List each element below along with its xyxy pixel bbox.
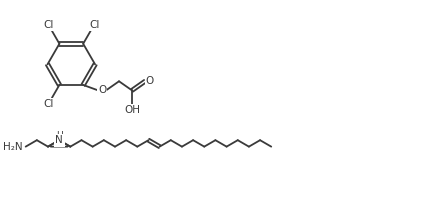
Text: N: N	[55, 135, 63, 145]
Text: Cl: Cl	[43, 99, 54, 109]
Text: OH: OH	[124, 105, 140, 115]
Text: O: O	[98, 85, 106, 95]
Text: Cl: Cl	[89, 20, 99, 30]
Text: H: H	[56, 131, 63, 140]
Text: O: O	[146, 76, 154, 86]
Text: H₂N: H₂N	[3, 142, 23, 152]
Text: Cl: Cl	[43, 20, 54, 30]
